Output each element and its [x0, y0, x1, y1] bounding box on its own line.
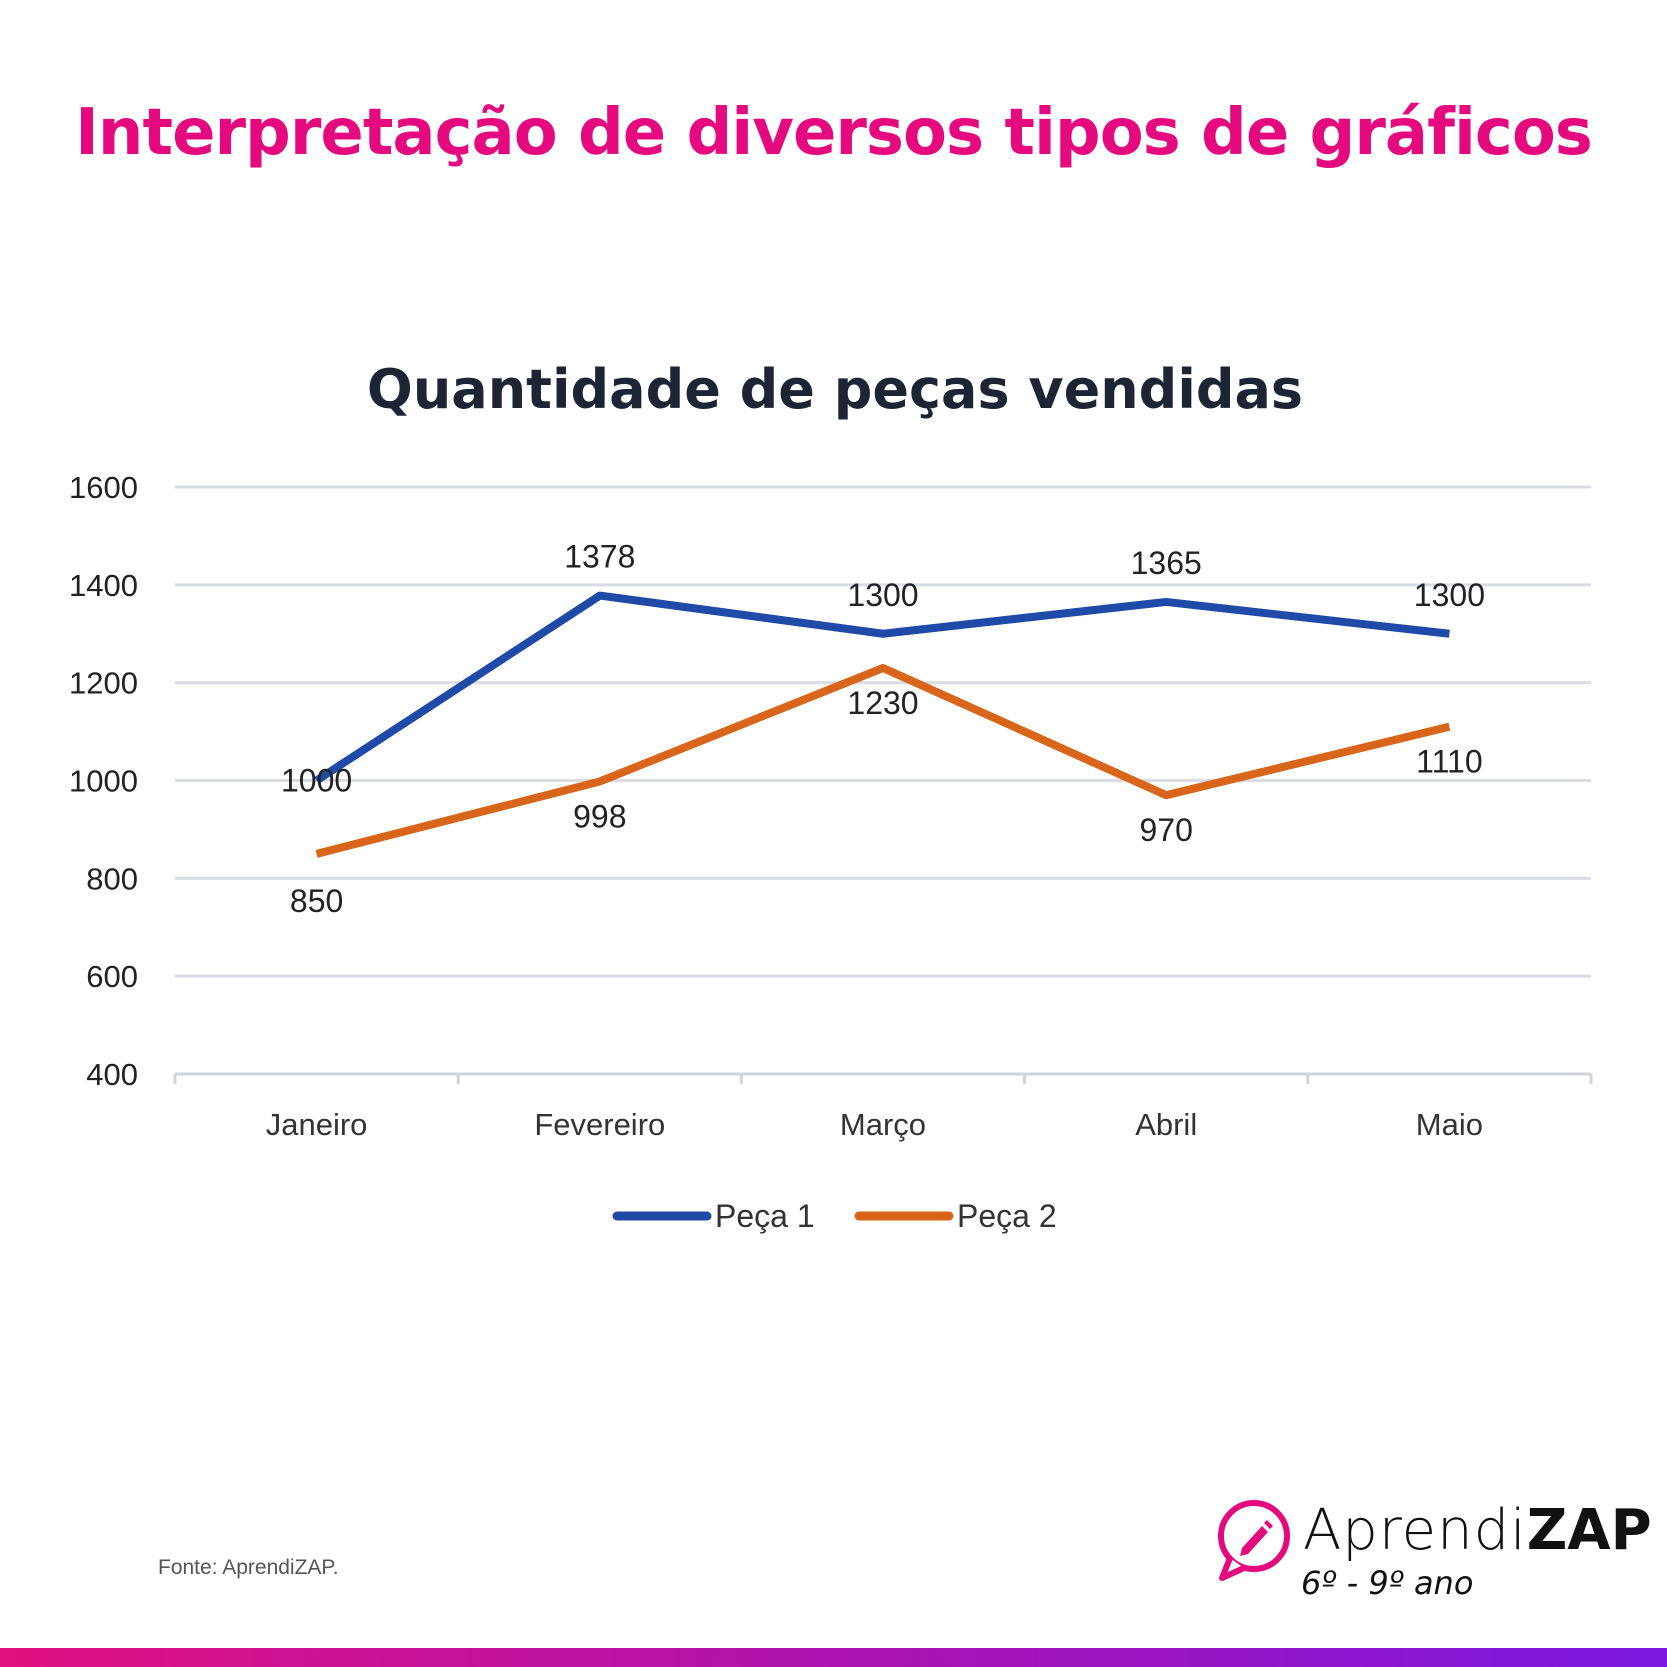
y-tick-label: 1400 — [69, 568, 138, 603]
chart-title: Quantidade de peças vendidas — [367, 358, 1303, 421]
data-label: 850 — [290, 883, 343, 919]
y-tick-label: 1600 — [69, 470, 138, 505]
logo-subtitle: 6º - 9º ano — [1301, 1564, 1474, 1602]
data-label: 1110 — [1416, 744, 1482, 780]
data-label: 1000 — [281, 763, 352, 799]
x-tick-label: Março — [840, 1107, 926, 1142]
y-tick-label: 1200 — [69, 666, 138, 701]
data-label: 998 — [573, 798, 626, 834]
data-label: 1230 — [847, 685, 918, 721]
x-tick-label: Janeiro — [266, 1107, 368, 1142]
data-label: 1300 — [1414, 577, 1485, 613]
legend-label: Peça 1 — [715, 1198, 815, 1234]
data-label: 970 — [1140, 812, 1193, 848]
legend-label: Peça 2 — [957, 1198, 1057, 1234]
logo-wordmark: AprendiZAP — [1303, 1498, 1652, 1563]
bottom-gradient-bar — [0, 1648, 1667, 1667]
x-tick-label: Maio — [1416, 1107, 1483, 1142]
x-tick-label: Abril — [1135, 1107, 1197, 1142]
y-tick-label: 800 — [86, 861, 138, 896]
aprendizap-logo: AprendiZAP 6º - 9º ano — [1212, 1498, 1652, 1608]
y-tick-label: 1000 — [69, 764, 138, 799]
x-tick-label: Fevereiro — [534, 1107, 665, 1142]
y-tick-label: 600 — [86, 959, 138, 994]
page-title: Interpretação de diversos tipos de gráfi… — [75, 96, 1593, 170]
source-note: Fonte: AprendiZAP. — [158, 1556, 339, 1579]
data-label: 1365 — [1131, 545, 1202, 581]
pencil-speech-bubble-icon — [1218, 1500, 1290, 1581]
data-label: 1300 — [847, 577, 918, 613]
data-label: 1378 — [564, 539, 635, 575]
y-tick-label: 400 — [86, 1057, 138, 1092]
